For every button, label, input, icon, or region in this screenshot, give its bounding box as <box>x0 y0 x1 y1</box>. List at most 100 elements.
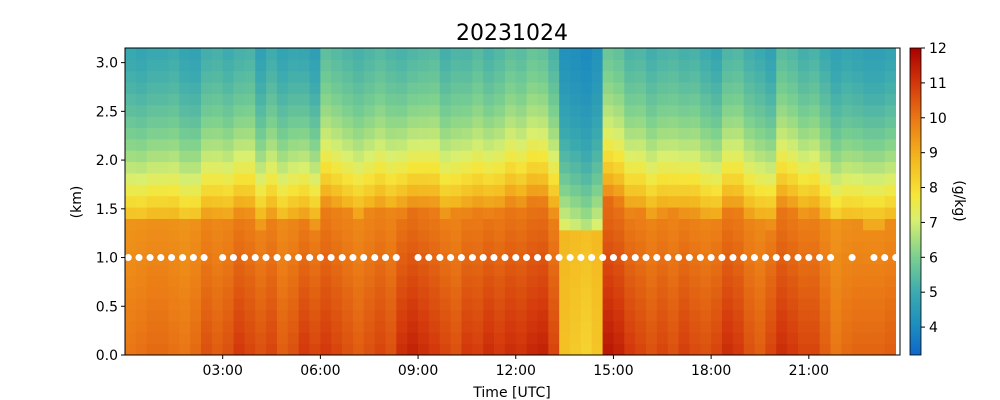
heatmap-cell <box>309 104 321 117</box>
heatmap-cell <box>472 264 484 276</box>
heatmap-cell <box>396 184 408 197</box>
bl-marker <box>566 254 574 262</box>
heatmap-cell <box>418 343 430 355</box>
heatmap-cell <box>320 241 332 254</box>
heatmap-cell <box>418 138 430 151</box>
heatmap-cell <box>884 173 897 185</box>
bl-marker <box>534 254 542 262</box>
heatmap-cell <box>331 275 343 288</box>
heatmap-cell <box>624 59 636 72</box>
heatmap-cell <box>374 116 386 128</box>
heatmap-cell <box>331 104 343 117</box>
heatmap-cell <box>287 70 300 83</box>
heatmap-cell <box>276 138 289 151</box>
heatmap-cell <box>721 82 734 94</box>
heatmap-cell <box>570 298 582 310</box>
heatmap-cell <box>721 173 734 185</box>
heatmap-cell <box>483 127 495 140</box>
heatmap-cell <box>385 343 397 355</box>
heatmap-cell <box>537 229 549 242</box>
heatmap-cell <box>255 59 267 72</box>
heatmap-cell <box>331 309 343 322</box>
bl-marker <box>457 254 465 262</box>
heatmap-cell <box>721 264 734 276</box>
heatmap-cell <box>472 93 484 106</box>
heatmap-cell <box>580 207 593 219</box>
heatmap-cell <box>222 127 234 140</box>
heatmap-cell <box>135 70 148 83</box>
heatmap-cell <box>461 218 473 231</box>
heatmap-cell <box>613 173 625 185</box>
heatmap-cell <box>211 93 224 106</box>
heatmap-cell <box>602 218 614 231</box>
heatmap-cell <box>559 161 571 174</box>
heatmap-cell <box>678 184 690 197</box>
heatmap-cell <box>439 82 452 94</box>
heatmap-cell <box>787 298 799 310</box>
heatmap-cell <box>765 343 777 355</box>
heatmap-cell <box>352 138 365 151</box>
heatmap-cell <box>884 343 897 355</box>
heatmap-cell <box>211 241 224 254</box>
heatmap-cell <box>852 59 864 72</box>
heatmap-cell <box>439 343 452 355</box>
heatmap-cell <box>559 320 571 333</box>
heatmap-cell <box>428 241 441 254</box>
heatmap-cell <box>526 104 538 117</box>
heatmap-cell <box>732 241 745 254</box>
heatmap-cell <box>428 229 441 242</box>
heatmap-cell <box>266 127 278 140</box>
heatmap-cell <box>363 320 376 333</box>
heatmap-cell <box>494 241 506 254</box>
heatmap-cell <box>689 229 701 242</box>
heatmap-cell <box>515 195 527 208</box>
heatmap-cell <box>125 82 137 94</box>
heatmap-cell <box>200 207 213 219</box>
heatmap-cell <box>852 93 864 106</box>
heatmap-cell <box>787 218 799 231</box>
heatmap-cell <box>461 309 473 322</box>
heatmap-cell <box>743 298 755 310</box>
heatmap-cell <box>298 127 310 140</box>
heatmap-cell <box>396 104 408 117</box>
heatmap-cell <box>179 70 191 83</box>
heatmap-cell <box>287 138 300 151</box>
heatmap-cell <box>439 320 452 333</box>
heatmap-cell <box>287 127 300 140</box>
heatmap-cell <box>570 173 582 185</box>
heatmap-cell <box>819 343 831 355</box>
heatmap-cell <box>244 93 256 106</box>
heatmap-cell <box>559 298 571 310</box>
heatmap-cell <box>776 275 788 288</box>
heatmap-cell <box>450 207 462 219</box>
heatmap-cell <box>168 104 180 117</box>
heatmap-cell <box>374 286 386 299</box>
heatmap-cell <box>483 48 495 60</box>
heatmap-cell <box>863 309 875 322</box>
heatmap-cell <box>743 48 755 60</box>
heatmap-cell <box>200 229 213 242</box>
heatmap-cell <box>689 286 701 299</box>
bl-marker <box>805 254 813 262</box>
heatmap-cell <box>646 264 658 276</box>
heatmap-cell <box>863 93 875 106</box>
heatmap-cell <box>179 275 191 288</box>
heatmap-cell <box>732 229 745 242</box>
heatmap-cell <box>852 150 864 163</box>
heatmap-cell <box>396 275 408 288</box>
heatmap-cell <box>135 286 148 299</box>
heatmap-cell <box>135 104 148 117</box>
heatmap-cell <box>298 343 310 355</box>
heatmap-cell <box>342 320 354 333</box>
heatmap-cell <box>494 320 506 333</box>
heatmap-cell <box>450 241 462 254</box>
heatmap-cell <box>168 150 180 163</box>
heatmap-cell <box>428 343 441 355</box>
heatmap-cell <box>537 195 549 208</box>
heatmap-cell <box>428 82 441 94</box>
heatmap-cell <box>830 309 842 322</box>
heatmap-cell <box>732 70 745 83</box>
heatmap-cell <box>570 116 582 128</box>
heatmap-cell <box>407 241 419 254</box>
heatmap-cell <box>472 229 484 242</box>
